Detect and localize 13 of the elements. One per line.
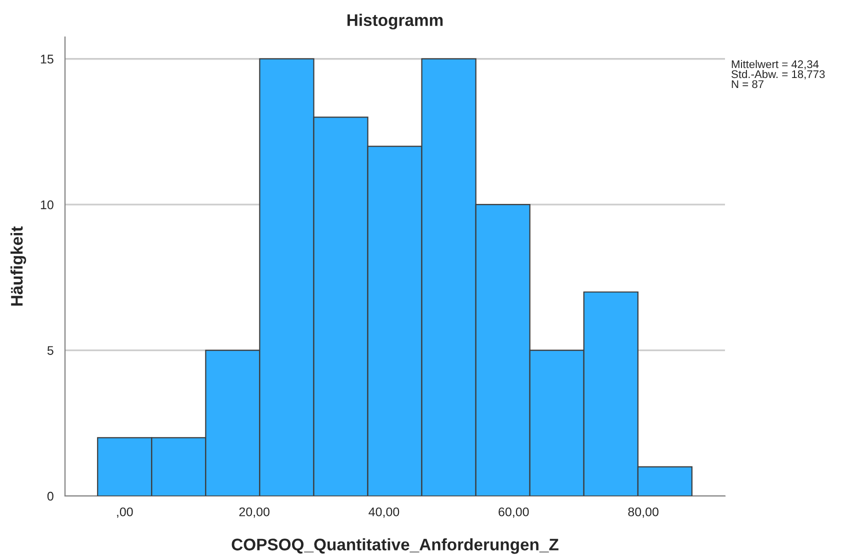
x-tick-label: 40,00 — [368, 507, 400, 518]
x-tick-label: 80,00 — [628, 507, 658, 518]
y-tick-label: 15 — [40, 54, 54, 64]
y-tick-label: 10 — [40, 200, 54, 210]
chart-title: Histogramm — [347, 14, 443, 30]
x-tick-label: 20,00 — [239, 507, 270, 518]
x-tick-label: 60,00 — [498, 507, 529, 518]
y-axis-title: Häufigkeit — [10, 226, 26, 306]
x-tick-label: ,00 — [117, 507, 133, 518]
y-tick-label: 0 — [47, 492, 54, 501]
x-axis-title: COPSOQ_Quantitative_Anforderungen_Z — [232, 538, 558, 554]
y-tick-label: 5 — [47, 346, 54, 355]
text: Mittelwert = 42,34 Std.-Abw. = 18,773 N = 87 — [732, 60, 825, 88]
